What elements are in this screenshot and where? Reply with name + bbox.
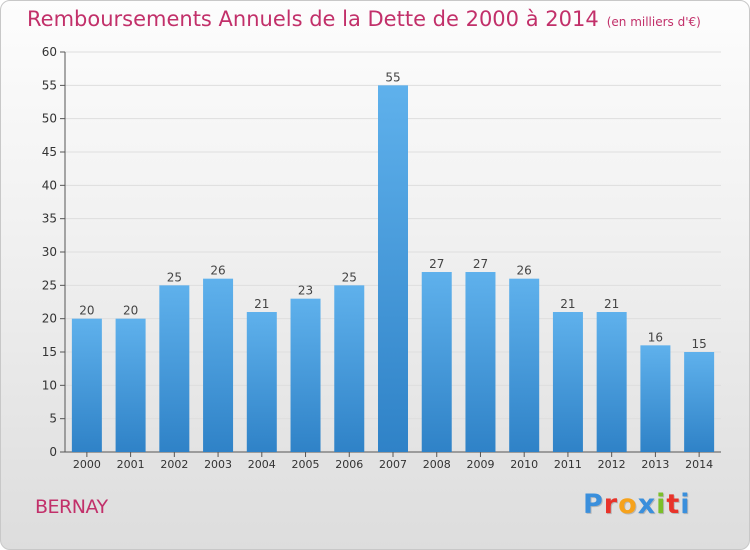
data-label: 25 bbox=[167, 270, 182, 284]
x-tick-label: 2000 bbox=[73, 458, 101, 471]
y-tick-label: 35 bbox=[42, 212, 57, 226]
y-tick-label: 55 bbox=[42, 78, 57, 92]
place-name: BERNAY bbox=[35, 496, 108, 518]
x-tick-label: 2007 bbox=[379, 458, 407, 471]
bar bbox=[378, 85, 408, 452]
logo-letter: i bbox=[656, 489, 667, 520]
bar bbox=[71, 318, 102, 452]
x-tick-label: 2002 bbox=[160, 458, 188, 471]
bar bbox=[246, 312, 277, 452]
x-tick-label: 2005 bbox=[292, 458, 320, 471]
logo-letter: x bbox=[637, 489, 657, 520]
y-tick-label: 5 bbox=[49, 412, 57, 426]
bar bbox=[334, 285, 365, 452]
data-label: 26 bbox=[210, 264, 225, 278]
y-tick-label: 15 bbox=[42, 345, 57, 359]
logo-letter: o bbox=[618, 489, 638, 520]
y-tick-label: 40 bbox=[42, 178, 57, 192]
y-tick-label: 20 bbox=[42, 312, 57, 326]
x-tick-label: 2011 bbox=[554, 458, 582, 471]
x-tick-label: 2008 bbox=[423, 458, 451, 471]
data-label: 55 bbox=[385, 70, 400, 84]
y-tick-label: 30 bbox=[42, 245, 57, 259]
data-label: 15 bbox=[691, 337, 706, 351]
chart-title: Remboursements Annuels de la Dette de 20… bbox=[27, 7, 701, 31]
bar bbox=[115, 318, 146, 452]
x-tick-label: 2004 bbox=[248, 458, 276, 471]
bar bbox=[596, 312, 627, 452]
logo-letter: r bbox=[603, 489, 619, 520]
data-labels: 20 20 25 26 21 23 25 55 27 27 26 21 21 16 15 bbox=[79, 70, 707, 351]
chart-title-text: Remboursements Annuels de la Dette de 20… bbox=[27, 7, 599, 31]
x-tick-label: 2003 bbox=[204, 458, 232, 471]
y-tick-label: 45 bbox=[42, 145, 57, 159]
y-tick-label: 0 bbox=[49, 445, 57, 459]
data-label: 21 bbox=[560, 297, 575, 311]
data-label: 16 bbox=[648, 330, 663, 344]
logo-letter: i bbox=[680, 489, 691, 520]
bar bbox=[552, 312, 583, 452]
data-label: 21 bbox=[254, 297, 269, 311]
x-tick-label: 2009 bbox=[466, 458, 494, 471]
y-tick-label: 10 bbox=[42, 378, 57, 392]
x-tick-label: 2001 bbox=[117, 458, 145, 471]
bar bbox=[203, 278, 234, 452]
bar bbox=[290, 298, 321, 452]
y-tick-label: 25 bbox=[42, 278, 57, 292]
bar bbox=[465, 272, 496, 452]
x-tick-label: 2010 bbox=[510, 458, 538, 471]
x-tick-label: 2014 bbox=[685, 458, 713, 471]
proxiti-logo[interactable]: Proxiti bbox=[583, 489, 691, 520]
x-tick-label: 2013 bbox=[641, 458, 669, 471]
bar bbox=[640, 345, 671, 452]
data-label: 23 bbox=[298, 284, 313, 298]
x-tick-label: 2012 bbox=[598, 458, 626, 471]
y-tick-label: 50 bbox=[42, 112, 57, 126]
x-tick-label: 2006 bbox=[335, 458, 363, 471]
data-label: 20 bbox=[123, 304, 138, 318]
bar bbox=[159, 285, 190, 452]
data-label: 21 bbox=[604, 297, 619, 311]
logo-letter: P bbox=[583, 489, 604, 520]
bar bbox=[421, 272, 452, 452]
logo-letter: t bbox=[666, 489, 681, 520]
data-label: 27 bbox=[429, 257, 444, 271]
data-label: 26 bbox=[517, 264, 532, 278]
data-label: 20 bbox=[79, 304, 94, 318]
chart-unit: (en milliers d'€) bbox=[606, 15, 701, 29]
data-label: 25 bbox=[342, 270, 357, 284]
y-tick-label: 60 bbox=[42, 45, 57, 59]
bars bbox=[71, 85, 715, 452]
bar bbox=[509, 278, 540, 452]
bar bbox=[684, 352, 715, 452]
data-label: 27 bbox=[473, 257, 488, 271]
